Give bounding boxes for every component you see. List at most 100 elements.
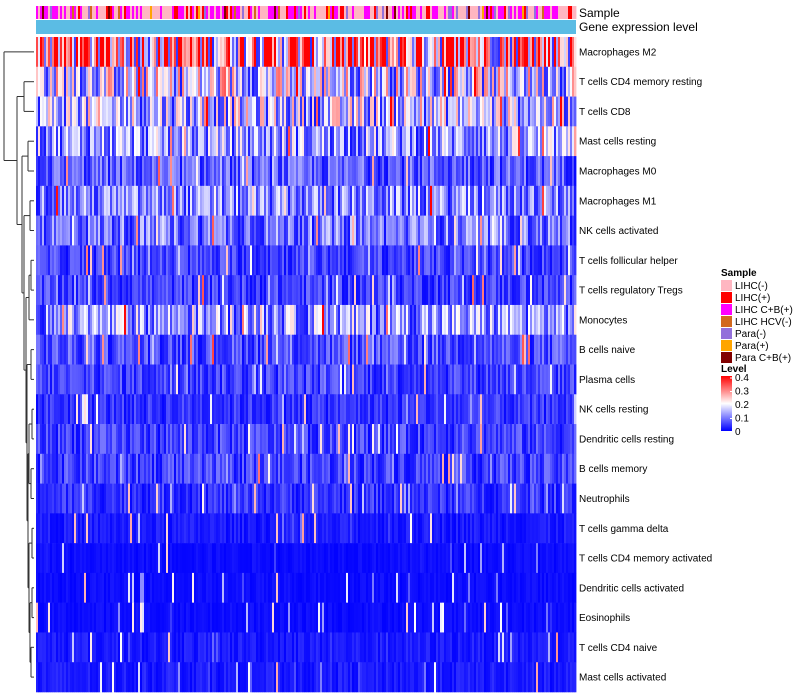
heatmap-cell — [58, 334, 61, 365]
heatmap-cell — [68, 185, 71, 216]
heatmap-cell — [384, 304, 387, 336]
heatmap-cell — [66, 453, 69, 484]
heatmap-cell — [524, 334, 527, 365]
heatmap-cell — [502, 304, 505, 336]
heatmap-cell — [44, 334, 47, 365]
heatmap-cell — [398, 513, 401, 544]
heatmap-cell — [326, 394, 329, 425]
heatmap-cell — [414, 96, 417, 127]
heatmap-cell — [40, 453, 43, 484]
heatmap-cell — [556, 156, 559, 187]
heatmap-cell — [306, 275, 309, 306]
heatmap-cell — [518, 394, 521, 425]
heatmap-cell — [272, 304, 275, 336]
heatmap-cell — [330, 245, 333, 276]
heatmap-cell — [60, 96, 63, 127]
heatmap-cell — [490, 66, 493, 97]
heatmap-row — [36, 245, 577, 276]
sample-annotation-cell — [160, 6, 163, 19]
heatmap-cell — [402, 96, 405, 127]
sample-annotation-cell — [520, 6, 523, 19]
heatmap-cell — [162, 215, 165, 246]
heatmap-cell — [438, 453, 441, 484]
heatmap-cell — [136, 424, 139, 455]
heatmap-cell — [374, 304, 377, 336]
heatmap-cell — [416, 483, 419, 514]
heatmap-cell — [266, 424, 269, 455]
heatmap-cell — [252, 513, 255, 544]
heatmap-cell — [560, 483, 563, 514]
heatmap-cell — [476, 275, 479, 306]
heatmap-cell — [494, 245, 497, 276]
heatmap-cell — [210, 334, 213, 365]
heatmap-cell — [118, 37, 121, 68]
heatmap-cell — [120, 126, 123, 157]
heatmap-cell — [434, 66, 437, 97]
heatmap-cell — [538, 96, 541, 127]
heatmap-cell — [376, 37, 379, 68]
heatmap-cell — [344, 245, 347, 276]
heatmap-cell — [506, 126, 509, 157]
heatmap-cell — [382, 483, 385, 514]
heatmap-cell — [156, 513, 159, 544]
heatmap-cell — [308, 364, 311, 395]
heatmap-cell — [466, 156, 469, 187]
heatmap-cell — [62, 453, 65, 484]
heatmap-cell — [368, 394, 371, 425]
heatmap-cell — [264, 275, 267, 306]
heatmap-cell — [214, 275, 217, 306]
heatmap-cell — [566, 245, 569, 276]
heatmap-cell — [424, 394, 427, 425]
heatmap-cell — [414, 453, 417, 484]
heatmap-cell — [288, 126, 291, 157]
heatmap-cell — [196, 215, 199, 246]
heatmap-cell — [108, 96, 111, 127]
heatmap-cell — [362, 334, 365, 365]
sample-annotation-cell — [170, 6, 173, 19]
heatmap-cell — [398, 66, 401, 97]
heatmap-cell — [352, 185, 355, 216]
heatmap-cell — [318, 483, 321, 514]
heatmap-cell — [342, 37, 345, 68]
heatmap-cell — [254, 304, 257, 336]
heatmap-cell — [196, 453, 199, 484]
heatmap-cell — [372, 394, 375, 425]
heatmap-cell — [398, 304, 401, 336]
heatmap-cell — [322, 245, 325, 276]
heatmap-cell — [374, 96, 377, 127]
sample-annotation-cell — [348, 6, 351, 19]
heatmap-cell — [244, 513, 247, 544]
heatmap-cell — [306, 334, 309, 365]
heatmap-cell — [326, 96, 329, 127]
heatmap-cell — [162, 453, 165, 484]
heatmap-cell — [170, 215, 173, 246]
heatmap-cell — [514, 245, 517, 276]
heatmap-cell — [438, 37, 441, 68]
heatmap-cell — [364, 453, 367, 484]
heatmap-cell — [320, 513, 323, 544]
heatmap-cell — [108, 37, 111, 68]
heatmap-cell — [354, 96, 357, 127]
heatmap-cell — [542, 453, 545, 484]
heatmap-cell — [262, 334, 265, 365]
heatmap-cell — [162, 126, 165, 157]
sample-annotation-cell — [502, 6, 505, 19]
heatmap-cell — [226, 185, 229, 216]
heatmap-cell — [118, 304, 121, 336]
heatmap-cell — [210, 156, 213, 187]
heatmap-cell — [406, 126, 409, 157]
heatmap-cell — [430, 185, 433, 216]
heatmap-cell — [274, 483, 277, 514]
heatmap-cell — [280, 156, 283, 187]
heatmap-cell — [150, 96, 153, 127]
heatmap-cell — [496, 126, 499, 157]
sample-annotation-cell — [168, 6, 171, 19]
heatmap-cell — [566, 453, 569, 484]
heatmap-cell — [320, 96, 323, 127]
heatmap-cell — [538, 215, 541, 246]
heatmap-cell — [428, 66, 431, 97]
heatmap-cell — [340, 126, 343, 157]
heatmap-cell — [520, 334, 523, 365]
heatmap-cell — [318, 334, 321, 365]
heatmap-cell — [336, 275, 339, 306]
